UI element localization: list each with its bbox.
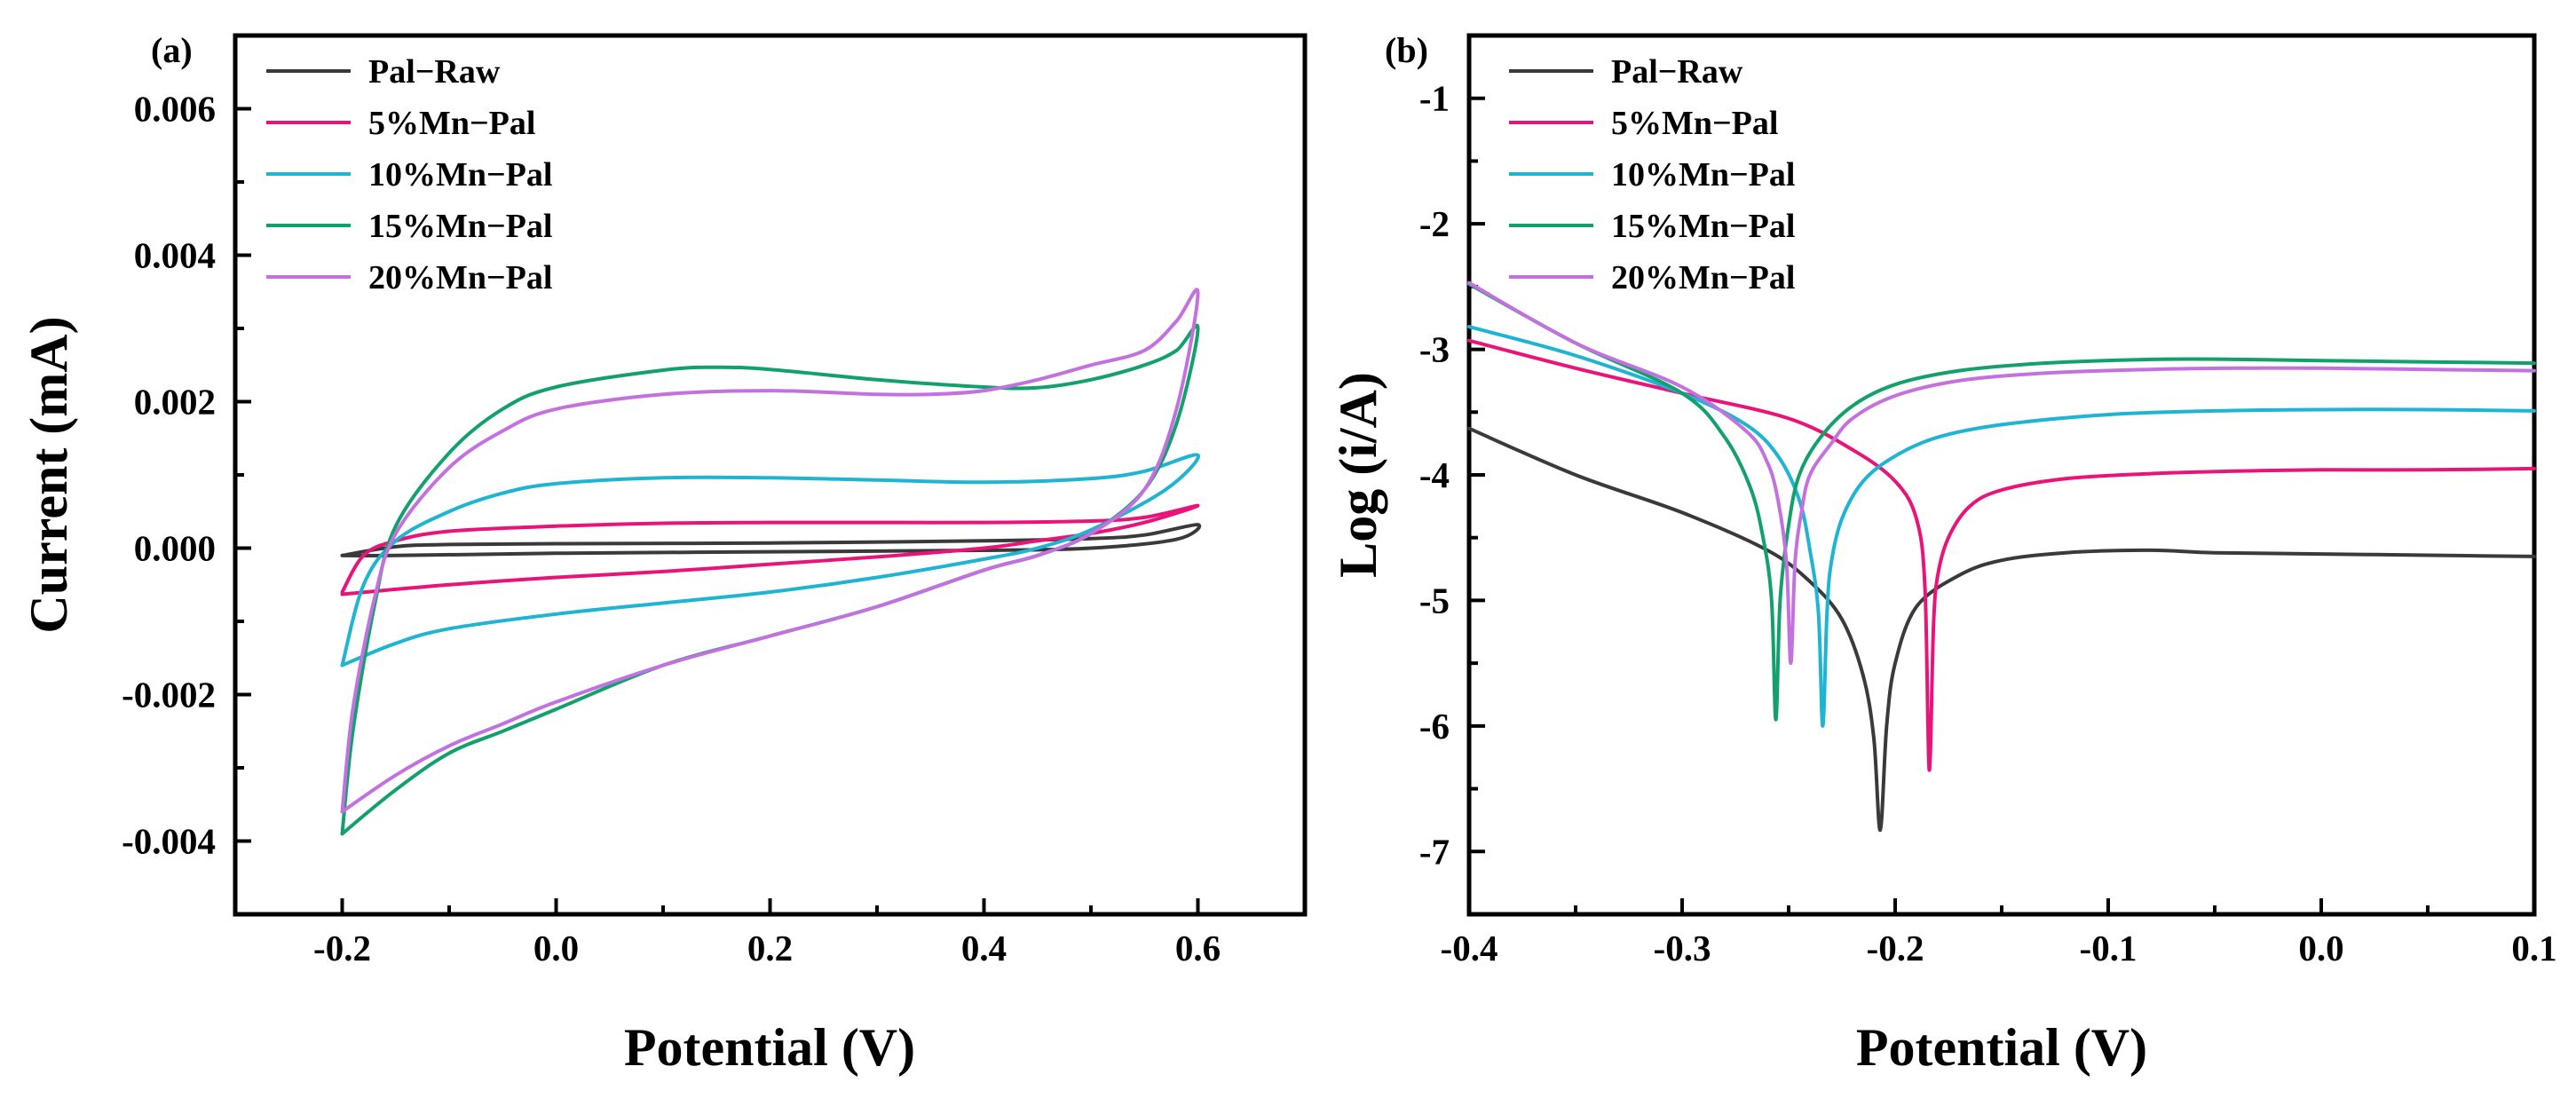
- y-tick-label-b: -3: [1419, 329, 1450, 370]
- y-tick-label-b: -6: [1419, 706, 1450, 747]
- series-line-pal-raw-a: [340, 523, 1202, 557]
- y-axis-title-a: Current (mA): [20, 316, 78, 633]
- series-layer-a: [340, 288, 1202, 836]
- series-line-20pctmn-pal-b: [1467, 280, 2536, 666]
- y-tick-label-b: -5: [1419, 580, 1450, 620]
- y-tick-label-b: -1: [1419, 78, 1450, 119]
- ticks-b: -0.4 -0.3 -0.2 -0.1 0.0 0.1 -7 -6 -5 -4 -3 -2 -1: [1419, 78, 2557, 968]
- x-tick-label-a: 0.2: [747, 928, 793, 968]
- panel-label-a: (a): [151, 30, 193, 70]
- series-line-10pctmn-pal-b: [1467, 325, 2536, 728]
- legend-label-20pctmn-pal-b: 20%Mn−Pal: [1611, 259, 1795, 296]
- panel-label-b: (b): [1385, 30, 1428, 70]
- x-tick-label-a: -0.2: [313, 928, 371, 968]
- legend-label-5pctmn-pal-a: 5%Mn−Pal: [368, 105, 535, 142]
- series-line-20pctmn-pal-a: [340, 288, 1200, 814]
- x-tick-label-b: -0.2: [1867, 928, 1924, 968]
- panel-a: -0.2 0.0 0.2 0.4 0.6 -0.004 -0.002 0.000 0.002 0.…: [20, 30, 1308, 1077]
- series-line-5pctmn-pal-a: [340, 503, 1200, 597]
- x-tick-label-a: 0.4: [961, 928, 1007, 968]
- x-tick-label-b: 0.0: [2298, 928, 2343, 968]
- legend-label-pal-raw-b: Pal−Raw: [1611, 53, 1743, 91]
- series-line-15pctmn-pal-b: [1467, 282, 2536, 722]
- x-tick-label-b: 0.1: [2511, 928, 2556, 968]
- legend-label-15pctmn-pal-b: 15%Mn−Pal: [1611, 208, 1795, 245]
- x-tick-label-b: -0.4: [1441, 928, 1498, 968]
- x-tick-label-a: 0.0: [533, 928, 579, 968]
- series-line-10pctmn-pal-a: [340, 453, 1200, 668]
- series-line-5pctmn-pal-b: [1467, 338, 2536, 772]
- y-tick-label-a: 0.004: [134, 235, 216, 276]
- ticks-a: -0.2 0.0 0.2 0.4 0.6 -0.004 -0.002 0.000 0.002 0.…: [122, 89, 1307, 968]
- series-line-15pctmn-pal-a: [340, 323, 1200, 836]
- y-tick-label-b: -4: [1419, 454, 1450, 495]
- x-tick-label-b: -0.1: [2080, 928, 2137, 968]
- y-axis-title-b: Log (i/A): [1329, 372, 1387, 578]
- y-tick-label-b: -2: [1419, 203, 1450, 244]
- legend-label-10pctmn-pal-a: 10%Mn−Pal: [368, 156, 552, 194]
- x-tick-label-b: -0.3: [1654, 928, 1711, 968]
- y-tick-label-a: -0.002: [122, 675, 216, 715]
- legend-label-5pctmn-pal-b: 5%Mn−Pal: [1611, 105, 1778, 142]
- y-tick-label-a: 0.002: [134, 382, 216, 423]
- x-axis-title-a: Potential (V): [624, 1018, 915, 1077]
- legend-label-10pctmn-pal-b: 10%Mn−Pal: [1611, 156, 1795, 194]
- panel-b: -0.4 -0.3 -0.2 -0.1 0.0 0.1 -7 -6 -5 -4 -3 -2 -1 Pal…: [1329, 30, 2557, 1077]
- legend-a: Pal−Raw 5%Mn−Pal 10%Mn−Pal 15%Mn−Pal 20%Mn−P…: [266, 53, 552, 296]
- series-line-pal-raw-b: [1467, 426, 2536, 833]
- x-tick-label-a: 0.6: [1175, 928, 1221, 968]
- legend-b: Pal−Raw 5%Mn−Pal 10%Mn−Pal 15%Mn−Pal 20%Mn−P…: [1509, 53, 1795, 296]
- y-tick-label-a: 0.000: [134, 528, 216, 569]
- y-tick-label-a: 0.006: [134, 89, 216, 130]
- y-tick-label-a: -0.004: [122, 821, 216, 862]
- series-layer-b: [1467, 280, 2536, 833]
- x-axis-title-b: Potential (V): [1856, 1018, 2147, 1077]
- legend-label-20pctmn-pal-a: 20%Mn−Pal: [368, 259, 552, 296]
- legend-label-15pctmn-pal-a: 15%Mn−Pal: [368, 208, 552, 245]
- legend-label-pal-raw-a: Pal−Raw: [368, 53, 501, 91]
- y-tick-label-b: -7: [1419, 831, 1450, 872]
